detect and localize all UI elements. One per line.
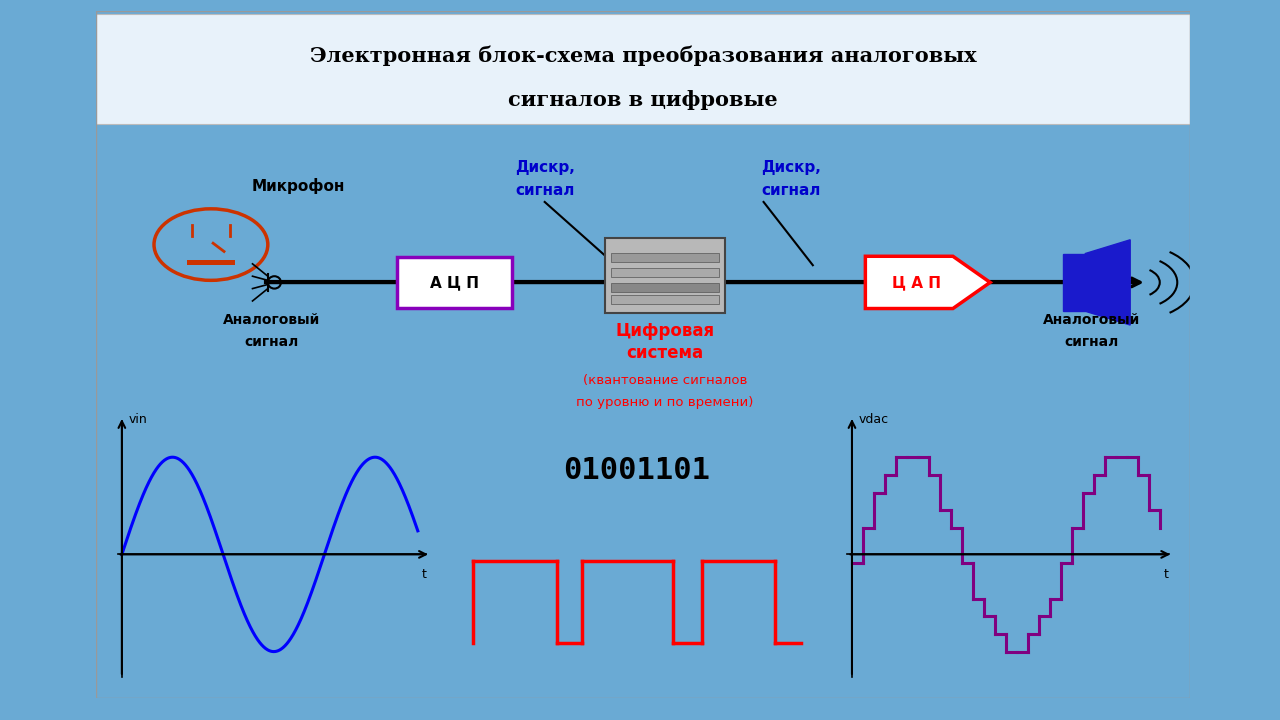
Text: сигнал: сигнал [244,336,298,349]
Text: Дискр,: Дискр, [515,160,575,175]
Text: сигнал: сигнал [1065,336,1119,349]
Text: (квантование сигналов: (квантование сигналов [582,374,748,387]
FancyBboxPatch shape [187,260,236,265]
Text: по уровню и по времени): по уровню и по времени) [576,396,754,409]
FancyBboxPatch shape [612,283,718,292]
Text: Электронная блок-схема преобразования аналоговых: Электронная блок-схема преобразования ан… [310,45,977,66]
Text: сигнал: сигнал [515,184,575,199]
Text: Дискр,: Дискр, [762,160,820,175]
Text: Аналоговый: Аналоговый [1043,313,1140,327]
Bar [1064,253,1085,311]
FancyBboxPatch shape [96,14,1190,125]
Polygon shape [1085,240,1130,325]
Text: А Ц П: А Ц П [430,275,479,290]
Text: Микрофон: Микрофон [252,178,346,194]
Text: Цифровая: Цифровая [616,322,714,340]
Text: Аналоговый: Аналоговый [223,313,320,327]
Text: сигналов в цифровые: сигналов в цифровые [508,90,778,110]
FancyBboxPatch shape [397,257,512,308]
Text: t: t [1164,568,1169,581]
Text: 01001101: 01001101 [563,456,710,485]
FancyBboxPatch shape [605,238,726,313]
Polygon shape [865,256,991,309]
Text: t: t [422,568,426,581]
Text: система: система [626,344,704,362]
Text: vdac: vdac [859,413,888,426]
Text: vin: vin [128,413,147,426]
Text: сигнал: сигнал [762,184,820,199]
FancyBboxPatch shape [612,268,718,277]
FancyBboxPatch shape [612,253,718,262]
FancyBboxPatch shape [612,295,718,305]
Text: Ц А П: Ц А П [892,275,941,290]
